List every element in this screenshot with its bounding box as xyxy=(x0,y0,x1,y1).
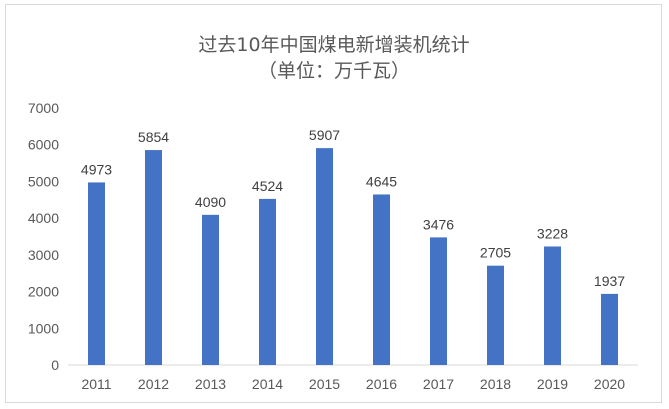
data-label: 4090 xyxy=(195,194,226,210)
x-tick-label: 2016 xyxy=(366,376,397,392)
y-tick-label: 4000 xyxy=(28,210,59,226)
data-label: 4973 xyxy=(81,161,112,177)
chart-frame: 过去10年中国煤电新增装机统计 （单位：万千瓦） 0 1000 2000 3000 40… xyxy=(5,4,662,403)
x-axis: 2011 2012 2013 2014 2015 2016 2017 2018 2019 2020 xyxy=(68,364,638,392)
chart-title: 过去10年中国煤电新增装机统计 xyxy=(198,34,469,56)
y-tick-label: 0 xyxy=(51,357,59,373)
x-tick-label: 2015 xyxy=(309,376,340,392)
data-label: 1937 xyxy=(594,273,625,289)
y-tick-label: 1000 xyxy=(28,320,59,336)
bar xyxy=(601,293,618,365)
bar xyxy=(316,148,333,365)
x-tick-label: 2013 xyxy=(195,376,226,392)
y-tick-label: 3000 xyxy=(28,247,59,263)
y-tick-label: 5000 xyxy=(28,173,59,189)
y-axis: 0 1000 2000 3000 4000 5000 6000 7000 xyxy=(28,100,59,373)
x-tick-label: 2012 xyxy=(138,376,169,392)
x-tick-label: 2019 xyxy=(537,376,568,392)
bar xyxy=(259,198,276,365)
data-label: 2705 xyxy=(480,245,511,261)
x-tick-label: 2017 xyxy=(423,376,454,392)
y-tick-label: 2000 xyxy=(28,284,59,300)
bar xyxy=(487,265,504,365)
data-label: 5907 xyxy=(309,127,340,143)
data-label: 5854 xyxy=(138,129,169,145)
bar xyxy=(202,214,219,365)
bar xyxy=(145,150,162,365)
x-tick-label: 2011 xyxy=(81,376,111,392)
data-label: 4645 xyxy=(366,173,397,189)
chart-subtitle: （单位：万千瓦） xyxy=(258,60,410,82)
bar xyxy=(373,194,390,365)
bar xyxy=(544,246,561,365)
bar xyxy=(430,237,447,365)
data-label: 3228 xyxy=(537,225,568,241)
x-tick-label: 2014 xyxy=(252,376,283,392)
x-tick-label: 2018 xyxy=(480,376,511,392)
chart: 过去10年中国煤电新增装机统计 （单位：万千瓦） 0 1000 2000 3000 40… xyxy=(28,34,638,392)
bar xyxy=(88,182,105,365)
data-label: 3476 xyxy=(423,216,454,232)
y-tick-label: 7000 xyxy=(28,100,59,116)
data-labels: 4973 5854 4090 4524 5907 4645 3476 2705 3228 1937 xyxy=(81,127,625,289)
data-label: 4524 xyxy=(252,178,283,194)
x-tick-label: 2020 xyxy=(594,376,625,392)
bars xyxy=(88,148,618,365)
y-tick-label: 6000 xyxy=(28,137,59,153)
